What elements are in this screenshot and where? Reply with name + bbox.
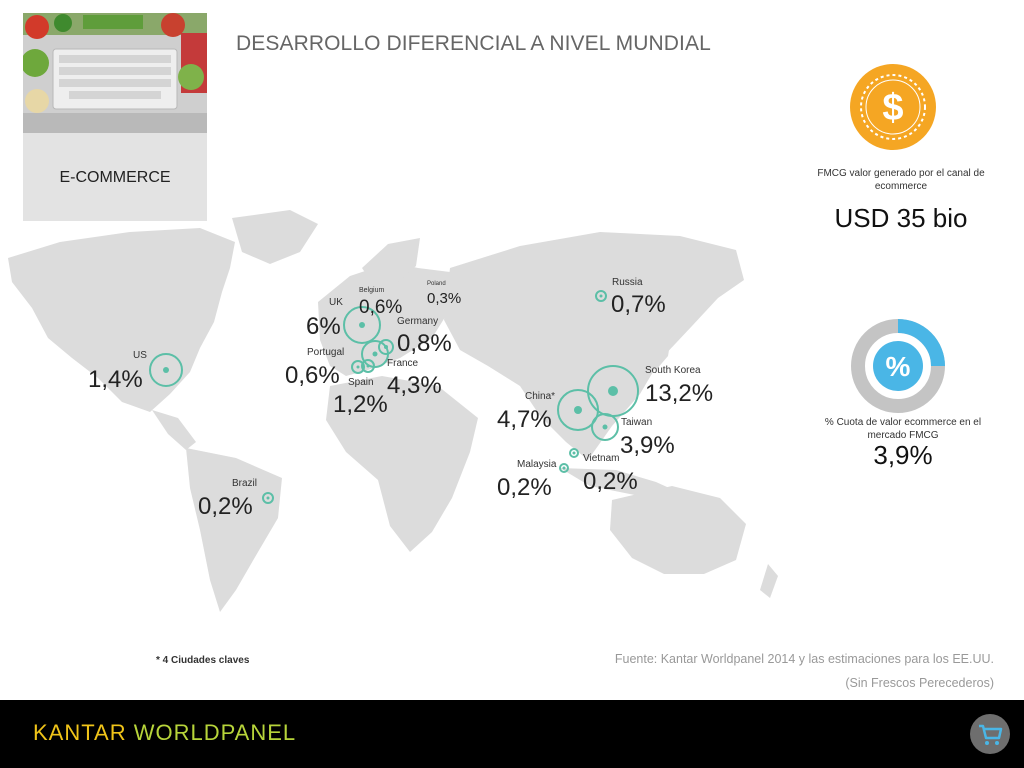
uk-marker-dot xyxy=(359,322,365,328)
spain-marker-dot xyxy=(366,364,370,368)
country-value-poland: 0,3% xyxy=(427,290,462,307)
brand-logo: KANTAR WORLDPANEL xyxy=(33,720,296,746)
uk-marker-ring xyxy=(343,306,381,344)
france-marker-ring xyxy=(361,340,389,368)
japan-shape xyxy=(650,326,672,370)
country-label-us: US xyxy=(133,350,147,361)
central-america-shape xyxy=(152,410,196,450)
footer-bar: KANTAR WORLDPANEL xyxy=(0,700,1024,768)
country-label-taiwan: Taiwan xyxy=(621,417,653,428)
taiwan-marker-dot xyxy=(602,424,608,430)
new-zealand-shape xyxy=(760,564,778,598)
country-value-malaysia: 0,2% xyxy=(497,474,552,501)
russia-marker-dot xyxy=(599,294,603,298)
fmcg-value-description: FMCG valor generado por el canal de ecom… xyxy=(817,168,985,192)
portugal-marker-ring xyxy=(351,360,365,374)
north-america-shape xyxy=(8,228,235,412)
country-label-russia: Russia xyxy=(612,277,643,288)
china-marker-dot xyxy=(574,406,582,414)
share-arc xyxy=(897,319,945,367)
section-label: E-COMMERCE xyxy=(59,169,171,186)
malaysia-marker-ring xyxy=(559,463,569,473)
country-value-france: 4,3% xyxy=(387,372,442,399)
country-label-portugal: Portugal xyxy=(307,347,345,358)
country-value-germany: 0,8% xyxy=(397,330,452,357)
source-note: (Sin Frescos Perecederos) xyxy=(845,676,994,690)
svg-text:%: % xyxy=(886,351,911,382)
country-label-brazil: Brazil xyxy=(232,478,258,489)
brazil-marker-dot xyxy=(266,496,270,500)
indonesia-shape xyxy=(560,468,678,496)
europe-shape xyxy=(318,262,452,376)
germany-marker-dot xyxy=(384,345,388,349)
keyboard-vegetables-photo xyxy=(23,13,207,133)
asia-shape xyxy=(444,232,744,460)
south-korea-marker-dot xyxy=(608,386,618,396)
dollar-coin-icon: $ xyxy=(850,64,936,150)
france-marker-dot xyxy=(372,351,378,357)
country-label-belgium: Belgium xyxy=(359,287,385,294)
world-map xyxy=(8,210,778,612)
country-value-south-korea: 13,2% xyxy=(645,380,714,407)
spain-marker-ring xyxy=(361,359,375,373)
country-label-china: China* xyxy=(525,391,556,402)
country-value-brazil: 0,2% xyxy=(198,493,253,520)
page-title: DESARROLLO DIFERENCIAL A NIVEL MUNDIAL xyxy=(236,32,711,55)
country-label-uk: UK xyxy=(329,297,343,308)
country-label-vietnam: Vietnam xyxy=(583,453,620,464)
country-value-us: 1,4% xyxy=(88,366,143,393)
country-label-germany: Germany xyxy=(397,316,439,327)
us-marker-dot xyxy=(163,367,169,373)
country-value-portugal: 0,6% xyxy=(285,362,340,389)
country-value-china: 4,7% xyxy=(497,406,552,433)
australia-shape xyxy=(610,486,746,574)
country-value-uk: 6% xyxy=(306,313,341,340)
country-value-vietnam: 0,2% xyxy=(583,468,638,495)
country-label-poland: Poland xyxy=(427,281,446,287)
percent-donut-icon: % xyxy=(851,319,945,413)
vietnam-marker-dot xyxy=(572,451,576,455)
country-label-malaysia: Malaysia xyxy=(517,459,557,470)
portugal-marker-dot xyxy=(356,365,360,369)
scandinavia-shape xyxy=(362,238,420,286)
germany-marker-ring xyxy=(378,339,394,355)
russia-marker-ring xyxy=(595,290,607,302)
country-value-russia: 0,7% xyxy=(611,291,666,318)
share-value: 3,9% xyxy=(873,440,933,470)
country-value-spain: 1,2% xyxy=(333,391,388,418)
country-label-south-korea: South Korea xyxy=(645,365,701,376)
taiwan-marker-ring xyxy=(591,413,619,441)
greenland-shape xyxy=(232,210,318,264)
fmcg-value: USD 35 bio xyxy=(834,203,968,233)
country-label-france: France xyxy=(387,358,419,369)
shopping-cart-icon[interactable] xyxy=(970,714,1010,754)
brand-name-kantar: KANTAR xyxy=(33,720,134,745)
south-america-shape xyxy=(186,448,282,612)
share-description: % Cuota de valor ecommerce en el mercado… xyxy=(824,417,982,441)
country-value-taiwan: 3,9% xyxy=(620,432,675,459)
brazil-marker-ring xyxy=(262,492,274,504)
svg-text:$: $ xyxy=(882,87,903,129)
brand-name-worldpanel: WORLDPANEL xyxy=(133,720,297,745)
source-text: Fuente: Kantar Worldpanel 2014 y las est… xyxy=(614,652,994,666)
country-value-belgium: 0,6% xyxy=(359,297,403,318)
country-label-spain: Spain xyxy=(348,377,374,388)
vietnam-marker-ring xyxy=(569,448,579,458)
section-card: E-COMMERCE xyxy=(23,13,207,221)
footnote: * 4 Ciudades claves xyxy=(156,655,250,666)
malaysia-marker-dot xyxy=(562,466,566,470)
us-marker-ring xyxy=(149,353,183,387)
africa-shape xyxy=(326,376,478,552)
